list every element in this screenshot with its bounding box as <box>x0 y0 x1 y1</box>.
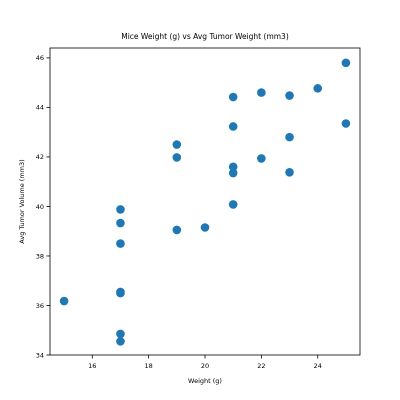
y-tick-label: 36 <box>36 302 44 310</box>
data-point <box>116 205 125 214</box>
data-point <box>200 223 210 232</box>
y-tick-label: 42 <box>36 153 44 161</box>
plot-frame <box>49 47 361 356</box>
data-point <box>172 153 182 162</box>
chart-title: Mice Weight (g) vs Avg Tumor Weight (mm3… <box>121 32 289 41</box>
data-point <box>285 132 294 142</box>
y-axis-title: Avg Tumor Volume (mm3) <box>18 159 26 243</box>
data-point <box>116 218 125 228</box>
x-tick-label: 22 <box>257 362 265 370</box>
data-points <box>59 58 351 346</box>
data-point <box>285 167 294 177</box>
y-tick-label: 38 <box>36 252 44 260</box>
data-point <box>257 154 266 163</box>
data-point <box>116 337 125 346</box>
data-point <box>257 88 266 97</box>
data-point <box>59 296 69 306</box>
x-tick-label: 16 <box>88 362 96 370</box>
data-point <box>285 91 294 100</box>
y-tick-label: 34 <box>36 351 44 359</box>
data-point <box>116 239 125 248</box>
x-tick-label: 24 <box>314 362 322 370</box>
data-point <box>228 168 238 178</box>
x-tick-label: 18 <box>144 362 152 370</box>
data-point <box>116 287 125 297</box>
data-point <box>172 140 182 149</box>
y-tick-label: 40 <box>36 203 44 211</box>
y-tick-label: 46 <box>36 54 44 62</box>
data-point <box>228 200 238 209</box>
data-point <box>228 162 238 172</box>
axis-ticks: 16 18 20 22 24 34 36 38 40 42 44 46 <box>36 54 322 370</box>
x-tick-label: 20 <box>201 362 209 370</box>
data-point <box>116 329 125 339</box>
data-point <box>341 119 351 128</box>
x-axis-title: Weight (g) <box>188 377 222 385</box>
data-point <box>228 92 238 102</box>
data-point <box>228 122 238 131</box>
data-point <box>341 58 351 68</box>
data-point <box>172 225 182 235</box>
data-point <box>313 84 323 93</box>
y-tick-label: 44 <box>36 104 44 112</box>
